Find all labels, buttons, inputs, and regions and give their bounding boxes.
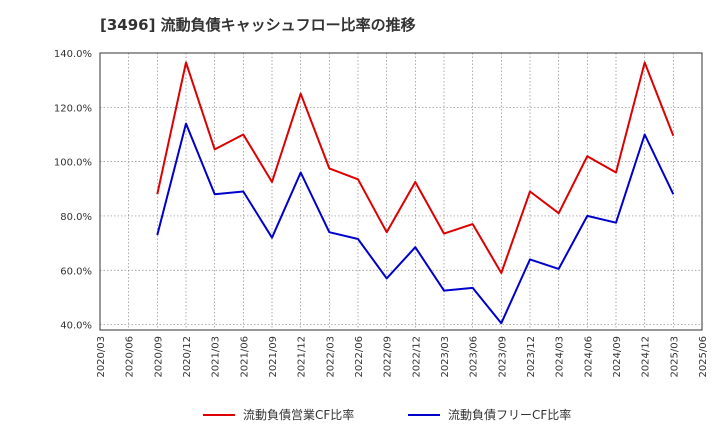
series-line-1 <box>156 61 675 274</box>
x-tick-label: 2020/09 <box>153 336 164 378</box>
chart-title: [3496] 流動負債キャッシュフロー比率の推移 <box>100 16 416 34</box>
x-tick-label: 2022/06 <box>354 336 365 378</box>
x-tick-label: 2024/06 <box>583 336 594 378</box>
y-tick-label: 60.0% <box>60 266 92 277</box>
x-tick-label: 2024/03 <box>555 336 566 378</box>
x-tick-label: 2023/06 <box>469 336 480 378</box>
x-tick-label: 2021/12 <box>297 336 308 378</box>
plot-frame <box>99 52 703 331</box>
x-tick-label: 2024/09 <box>612 336 623 378</box>
x-tick-label: 2022/09 <box>383 336 394 378</box>
x-tick-label: 2023/03 <box>440 336 451 378</box>
x-tick-label: 2020/12 <box>182 336 193 378</box>
x-tick-label: 2025/03 <box>669 336 680 378</box>
x-tick-label: 2023/12 <box>526 336 537 378</box>
x-tick-label: 2023/09 <box>497 336 508 378</box>
legend-label-1: 流動負債営業CF比率 <box>243 407 354 422</box>
y-tick-label: 80.0% <box>60 212 92 223</box>
x-tick-label: 2020/03 <box>96 336 107 378</box>
x-tick-label: 2021/09 <box>268 336 279 378</box>
x-tick-label: 2025/06 <box>698 336 709 378</box>
y-tick-label: 100.0% <box>54 158 92 169</box>
y-tick-label: 40.0% <box>60 321 92 332</box>
x-tick-label: 2021/03 <box>211 336 222 378</box>
y-tick-label: 140.0% <box>54 49 92 60</box>
x-tick-label: 2021/06 <box>239 336 250 378</box>
x-tick-label: 2024/12 <box>641 336 652 378</box>
x-tick-label: 2022/03 <box>325 336 336 378</box>
legend-label-2: 流動負債フリーCF比率 <box>448 407 571 422</box>
y-tick-label: 120.0% <box>54 103 92 114</box>
series-line-2 <box>156 122 675 325</box>
x-tick-label: 2020/06 <box>125 336 136 378</box>
x-tick-label: 2022/12 <box>411 336 422 378</box>
